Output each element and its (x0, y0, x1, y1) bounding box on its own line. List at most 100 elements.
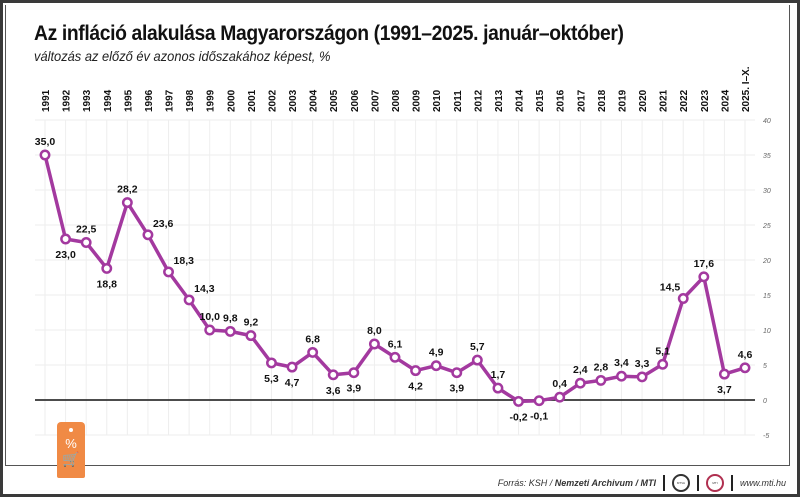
data-label: 14,3 (194, 283, 215, 295)
x-tick-label: 2005 (329, 89, 340, 112)
x-tick-label: 2025. I–X. (741, 66, 752, 112)
x-tick-label: 2004 (309, 89, 320, 112)
x-tick-label: 2014 (515, 89, 526, 112)
data-point (657, 358, 669, 370)
data-label: 2,8 (594, 361, 609, 373)
data-label: 6,1 (388, 338, 403, 350)
data-point (245, 330, 257, 342)
x-tick-label: 2017 (576, 89, 587, 112)
price-tag-icon: % 🛒 (57, 422, 85, 478)
data-label: 2,4 (573, 364, 588, 376)
data-label: 23,6 (153, 218, 174, 230)
source-text: Forrás: KSH / Nemzeti Archivum / MTI (498, 478, 656, 488)
data-point (513, 395, 524, 407)
data-label: 5,3 (264, 373, 279, 385)
x-tick-label: 2016 (556, 89, 567, 112)
data-label: 9,8 (223, 312, 238, 324)
y-tick-label: -5 (763, 433, 769, 440)
data-point (307, 346, 319, 358)
x-tick-label: 1994 (103, 89, 114, 112)
data-point (389, 351, 401, 363)
x-tick-label: 1993 (82, 89, 93, 112)
x-tick-label: 2013 (494, 89, 505, 112)
data-point (266, 357, 277, 369)
data-point (224, 325, 236, 337)
data-point (554, 391, 566, 403)
x-tick-label: 2010 (432, 89, 443, 112)
data-point (183, 294, 195, 306)
chart-panel (5, 5, 790, 466)
data-point (451, 367, 463, 379)
data-point (121, 197, 133, 209)
data-label: 5,7 (470, 341, 485, 353)
y-tick-label: 25 (762, 223, 771, 230)
data-point (471, 354, 483, 366)
data-label: 6,8 (305, 333, 320, 345)
data-point (39, 149, 51, 161)
x-tick-label: 2012 (473, 89, 484, 112)
y-tick-label: 35 (763, 153, 771, 160)
data-point (533, 395, 545, 407)
data-label: 17,6 (694, 258, 715, 270)
x-tick-label: 2015 (535, 89, 546, 112)
data-label: 3,9 (449, 383, 464, 395)
x-tick-label: 2000 (226, 89, 237, 112)
data-label: 18,8 (97, 278, 118, 290)
data-point (574, 377, 586, 389)
data-point (718, 368, 730, 380)
y-tick-label: 15 (763, 293, 771, 300)
data-point (410, 365, 422, 377)
data-point (368, 338, 380, 350)
x-tick-label: 2009 (412, 89, 423, 112)
data-label: 14,5 (660, 282, 681, 294)
website-link[interactable]: www.mti.hu (739, 478, 786, 488)
y-tick-label: 0 (763, 398, 767, 405)
data-point (286, 361, 298, 373)
data-label: 9,2 (244, 317, 259, 329)
data-label: 4,9 (429, 347, 444, 359)
data-label: 10,0 (199, 311, 220, 323)
chart-subtitle: változás az előző év azonos időszakához … (34, 48, 331, 64)
x-tick-label: 2024 (720, 89, 731, 112)
data-point (492, 382, 504, 394)
data-point (163, 266, 174, 278)
data-point (327, 369, 339, 381)
data-point (677, 293, 689, 304)
data-point (101, 262, 113, 274)
y-tick-label: 20 (762, 258, 771, 265)
x-tick-label: 2007 (370, 89, 381, 112)
mtva-logo: MTVA (671, 474, 690, 492)
x-tick-label: 1999 (206, 89, 217, 112)
x-tick-label: 2001 (247, 89, 258, 112)
x-tick-label: 1992 (62, 89, 73, 112)
data-label: -0,1 (530, 411, 548, 423)
data-point (204, 324, 216, 336)
data-label: 3,3 (635, 358, 650, 370)
source-prefix: Forrás: KSH / (497, 478, 555, 488)
x-tick-label: 2023 (700, 89, 711, 112)
data-label: 4,2 (408, 381, 423, 393)
percent-symbol: % (65, 436, 77, 451)
data-label: 35,0 (35, 136, 56, 148)
data-label: 22,5 (76, 224, 97, 236)
x-tick-label: 2020 (638, 89, 649, 112)
data-point (698, 271, 710, 283)
data-point (80, 237, 92, 248)
x-tick-label: 1995 (123, 89, 134, 112)
x-tick-label: 2018 (597, 89, 608, 112)
data-point (595, 374, 607, 386)
y-tick-label: 40 (763, 118, 771, 125)
divider (662, 475, 665, 491)
x-tick-label: 2002 (267, 89, 278, 112)
data-label: 28,2 (117, 184, 138, 196)
data-label: 3,4 (614, 357, 629, 369)
x-tick-label: 1998 (185, 89, 196, 112)
data-point (430, 360, 442, 372)
x-tick-label: 1991 (41, 89, 52, 112)
tag-hole (69, 428, 73, 432)
x-tick-label: 2003 (288, 89, 299, 112)
chart-title: Az infláció alakulása Magyarországon (19… (34, 22, 624, 45)
data-label: 0,4 (552, 378, 567, 390)
data-point (616, 370, 627, 382)
